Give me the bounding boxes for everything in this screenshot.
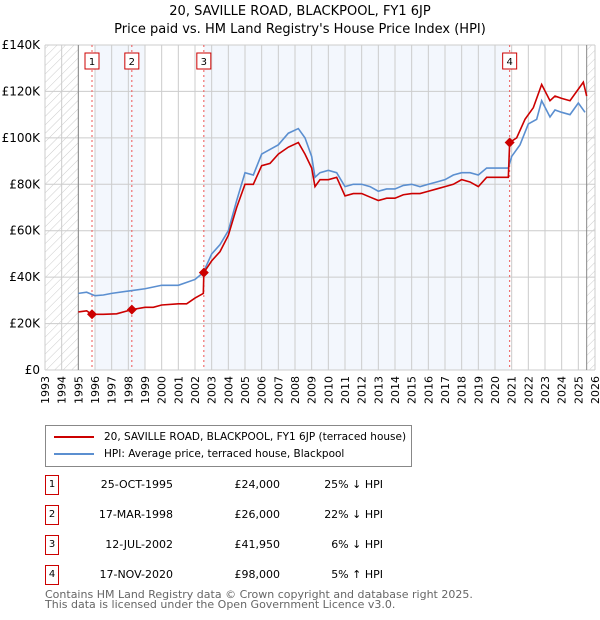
price-chart: 1993 1994 1995 1996 1997 1998 1999 2000 2001 2002… xyxy=(2,38,600,404)
property-line-swatch xyxy=(54,436,94,438)
chart-subtitle: Price paid vs. HM Land Registry's House … xyxy=(114,22,486,37)
x-tick-label: 2005 xyxy=(239,376,252,404)
sale-point xyxy=(504,137,515,148)
y-tick-label: £80K xyxy=(9,177,41,191)
x-tick-label: 1999 xyxy=(139,376,152,404)
hpi-line-swatch xyxy=(54,453,94,455)
footer-line1: Contains HM Land Registry data © Crown c… xyxy=(45,588,473,601)
x-tick-label: 2014 xyxy=(389,376,402,404)
transaction-date: 17-NOV-2020 xyxy=(99,568,173,581)
y-tick-label: £100K xyxy=(2,131,42,145)
x-tick-label: 2020 xyxy=(489,376,502,404)
x-tick-label: 2007 xyxy=(272,376,285,404)
transaction-row: 4 17-NOV-2020 £98,000 5% ↑ HPI xyxy=(45,565,445,585)
transaction-hpi: 25% ↓ HPI xyxy=(324,478,383,491)
sale-label: 1 xyxy=(89,57,95,68)
x-tick-label: 1997 xyxy=(106,376,119,404)
x-tick-label: 2012 xyxy=(356,376,369,404)
y-tick-label: £40K xyxy=(9,270,41,284)
x-tick-label: 2017 xyxy=(439,376,452,404)
x-tick-label: 1994 xyxy=(56,376,69,404)
property-price-line xyxy=(78,80,588,316)
legend-property: 20, SAVILLE ROAD, BLACKPOOL, FY1 6JP (te… xyxy=(104,431,407,443)
x-tick-label: 2018 xyxy=(456,376,469,404)
sale-label-box xyxy=(84,52,100,70)
chart-title: 20, SAVILLE ROAD, BLACKPOOL, FY1 6JP xyxy=(169,4,431,19)
transaction-date: 17-MAR-1998 xyxy=(98,508,173,521)
x-tick-label: 2000 xyxy=(156,376,169,404)
x-tick-label: 1996 xyxy=(89,376,102,404)
x-tick-label: 2006 xyxy=(256,376,269,404)
x-tick-label: 2022 xyxy=(522,376,535,404)
footer-line2: This data is licensed under the Open Gov… xyxy=(45,598,396,611)
x-tick-label: 1993 xyxy=(39,376,52,404)
transaction-price: £26,000 xyxy=(234,508,281,521)
transaction-hpi: 6% ↓ HPI xyxy=(331,538,383,551)
x-tick-label: 2003 xyxy=(206,376,219,404)
sale-label: 3 xyxy=(201,57,207,68)
x-tick-label: 1995 xyxy=(72,376,85,404)
x-tick-label: 2008 xyxy=(289,376,302,404)
transaction-hpi: 22% ↓ HPI xyxy=(324,508,383,521)
x-tick-label: 2011 xyxy=(339,376,352,404)
x-tick-label: 1998 xyxy=(122,376,135,404)
x-tick-label: 2013 xyxy=(372,376,385,404)
transaction-num: 2 xyxy=(45,505,59,525)
hpi-line xyxy=(78,98,586,297)
x-tick-label: 2015 xyxy=(406,376,419,404)
sale-label-box xyxy=(502,52,518,70)
transaction-price: £98,000 xyxy=(234,568,281,581)
shaded-band xyxy=(95,45,145,370)
legend-hpi: HPI: Average price, terraced house, Blac… xyxy=(104,448,345,460)
transaction-row: 2 17-MAR-1998 £26,000 22% ↓ HPI xyxy=(45,505,445,525)
sale-point xyxy=(198,267,209,278)
x-tick-label: 2009 xyxy=(306,376,319,404)
x-tick-label: 2025 xyxy=(572,376,585,404)
sale-point xyxy=(87,309,97,320)
transaction-hpi: 5% ↑ HPI xyxy=(331,568,383,581)
sale-point xyxy=(126,304,137,315)
transaction-row: 3 12-JUL-2002 £41,950 6% ↓ HPI xyxy=(45,535,445,555)
x-tick-label: 2021 xyxy=(506,376,519,404)
x-tick-label: 2019 xyxy=(472,376,485,404)
sale-label: 2 xyxy=(129,57,135,68)
hatched-region-post-data xyxy=(586,45,595,370)
x-tick-label: 2024 xyxy=(556,376,569,404)
x-tick-label: 2026 xyxy=(589,376,600,404)
y-tick-label: £20K xyxy=(9,317,41,331)
x-tick-label: 2004 xyxy=(222,376,235,404)
sale-label-box xyxy=(196,52,212,70)
y-tick-label: £120K xyxy=(2,84,42,98)
x-tick-label: 2001 xyxy=(172,376,185,404)
sale-label-box xyxy=(124,52,140,70)
x-tick-label: 2016 xyxy=(422,376,435,404)
x-tick-label: 2010 xyxy=(322,376,335,404)
y-tick-label: £140K xyxy=(2,38,42,52)
x-tick-label: 2002 xyxy=(189,376,202,404)
y-tick-label: £60K xyxy=(9,224,41,238)
transaction-price: £24,000 xyxy=(234,478,281,491)
transaction-price: £41,950 xyxy=(234,538,281,551)
transaction-num: 4 xyxy=(45,565,59,585)
y-tick-label: £0 xyxy=(25,363,40,377)
legend: 20, SAVILLE ROAD, BLACKPOOL, FY1 6JP (te… xyxy=(45,425,412,467)
transaction-row: 1 25-OCT-1995 £24,000 25% ↓ HPI xyxy=(45,475,445,495)
transaction-num: 3 xyxy=(45,535,59,555)
transaction-num: 1 xyxy=(45,475,59,495)
sale-label: 4 xyxy=(506,57,512,68)
transaction-date: 25-OCT-1995 xyxy=(100,478,173,491)
transaction-date: 12-JUL-2002 xyxy=(105,538,173,551)
footer: Contains HM Land Registry data © Crown c… xyxy=(45,588,473,611)
x-tick-label: 2023 xyxy=(539,376,552,404)
shaded-band xyxy=(203,45,510,370)
